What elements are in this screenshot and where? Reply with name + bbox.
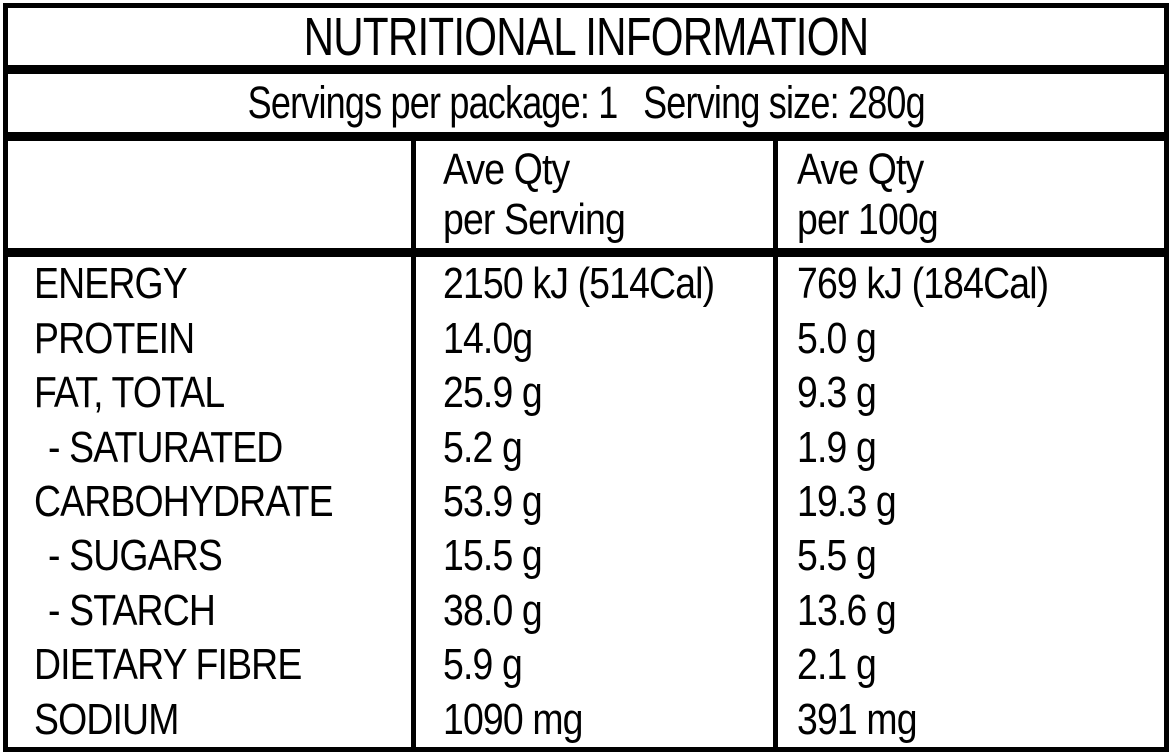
nutrient-name: PROTEIN [34,313,195,363]
column-divider-2 [773,141,778,747]
nutrient-name: - STARCH [48,585,216,635]
nutrient-name-cell: - STARCH [8,586,413,636]
value-per-serving: 1090 mg [443,694,583,744]
value-per-serving: 5.9 g [443,640,523,690]
value-per-serving-cell: 2150 kJ (514Cal) [413,259,775,309]
nutrient-row: PROTEIN 14.0g 5.0 g [8,311,1164,365]
nutrient-table: Ave Qty per Serving Ave Qty per 100g ENE… [8,141,1164,747]
value-per-serving: 15.5 g [443,531,543,581]
label-title-row: NUTRITIONAL INFORMATION [8,6,1164,67]
header-per-100g-line1: Ave Qty [797,144,924,194]
value-per-100g-cell: 5.5 g [775,531,1164,581]
value-per-serving-cell: 53.9 g [413,477,775,527]
nutrient-name: SODIUM [34,694,179,744]
column-divider-1 [411,141,416,747]
nutrient-row: - SUGARS 15.5 g 5.5 g [8,529,1164,583]
nutrient-row: - SATURATED 5.2 g 1.9 g [8,420,1164,474]
value-per-serving-cell: 15.5 g [413,531,775,581]
value-per-100g-cell: 13.6 g [775,586,1164,636]
value-per-100g: 5.0 g [797,313,877,363]
value-per-serving: 5.2 g [443,422,523,472]
nutrient-name-cell: - SATURATED [8,423,413,473]
value-per-serving-cell: 38.0 g [413,586,775,636]
nutrient-name-cell: DIETARY FIBRE [8,640,413,690]
value-per-100g: 1.9 g [797,422,877,472]
nutrient-name: CARBOHYDRATE [34,476,334,526]
value-per-100g: 5.5 g [797,531,877,581]
serving-size: Serving size: 280g [642,77,926,128]
value-per-serving-cell: 14.0g [413,314,775,364]
nutrition-label-border: NUTRITIONAL INFORMATION Servings per pac… [3,3,1169,752]
value-per-100g: 19.3 g [797,476,897,526]
value-per-serving: 14.0g [443,313,533,363]
value-per-100g-cell: 391 mg [775,695,1164,745]
value-per-100g: 9.3 g [797,368,877,418]
title-divider [8,65,1164,74]
value-per-serving: 38.0 g [443,585,543,635]
nutrient-name: DIETARY FIBRE [34,640,302,690]
nutrient-name: FAT, TOTAL [34,368,225,418]
value-per-100g: 2.1 g [797,640,877,690]
value-per-serving: 53.9 g [443,476,543,526]
header-per-serving: Ave Qty per Serving [413,145,775,245]
nutrient-name-cell: CARBOHYDRATE [8,477,413,527]
nutrient-name-cell: SODIUM [8,695,413,745]
nutrient-name-cell: FAT, TOTAL [8,368,413,418]
value-per-100g-cell: 19.3 g [775,477,1164,527]
header-per-100g: Ave Qty per 100g [775,145,1164,245]
nutrient-row: CARBOHYDRATE 53.9 g 19.3 g [8,475,1164,529]
value-per-100g-cell: 9.3 g [775,368,1164,418]
value-per-serving-cell: 25.9 g [413,368,775,418]
nutrient-table-body: ENERGY 2150 kJ (514Cal) 769 kJ (184Cal) PRO… [8,257,1164,747]
value-per-100g-cell: 769 kJ (184Cal) [775,259,1164,309]
value-per-serving: 2150 kJ (514Cal) [443,259,715,309]
value-per-100g: 13.6 g [797,585,897,635]
value-per-serving-cell: 1090 mg [413,695,775,745]
nutrient-row: - STARCH 38.0 g 13.6 g [8,584,1164,638]
value-per-100g: 769 kJ (184Cal) [797,259,1049,309]
table-header-row: Ave Qty per Serving Ave Qty per 100g [8,141,1164,248]
header-per-serving-line1: Ave Qty [443,144,570,194]
value-per-serving: 25.9 g [443,368,543,418]
header-per-serving-line2: per Serving [443,194,626,244]
nutrient-name-cell: - SUGARS [8,531,413,581]
value-per-100g-cell: 2.1 g [775,640,1164,690]
nutrient-row: SODIUM 1090 mg 391 mg [8,693,1164,747]
servings-per-package: Servings per package: 1 [247,77,618,128]
servings-text-wrap: Servings per package: 1 Serving size: 28… [247,77,926,129]
nutrient-name-cell: ENERGY [8,259,413,309]
servings-divider [8,132,1164,141]
header-divider [8,248,1164,257]
value-per-serving-cell: 5.9 g [413,640,775,690]
nutrient-name: - SATURATED [48,422,283,472]
nutrient-name: ENERGY [34,259,188,309]
nutrient-row: DIETARY FIBRE 5.9 g 2.1 g [8,638,1164,692]
value-per-100g-cell: 1.9 g [775,423,1164,473]
label-title: NUTRITIONAL INFORMATION [303,6,869,67]
servings-row: Servings per package: 1 Serving size: 28… [8,74,1164,132]
value-per-serving-cell: 5.2 g [413,423,775,473]
value-per-100g: 391 mg [797,694,917,744]
header-per-100g-line2: per 100g [797,194,939,244]
value-per-100g-cell: 5.0 g [775,314,1164,364]
nutrient-row: FAT, TOTAL 25.9 g 9.3 g [8,366,1164,420]
nutrient-name-cell: PROTEIN [8,314,413,364]
nutrient-row: ENERGY 2150 kJ (514Cal) 769 kJ (184Cal) [8,257,1164,311]
nutrient-name: - SUGARS [48,531,223,581]
